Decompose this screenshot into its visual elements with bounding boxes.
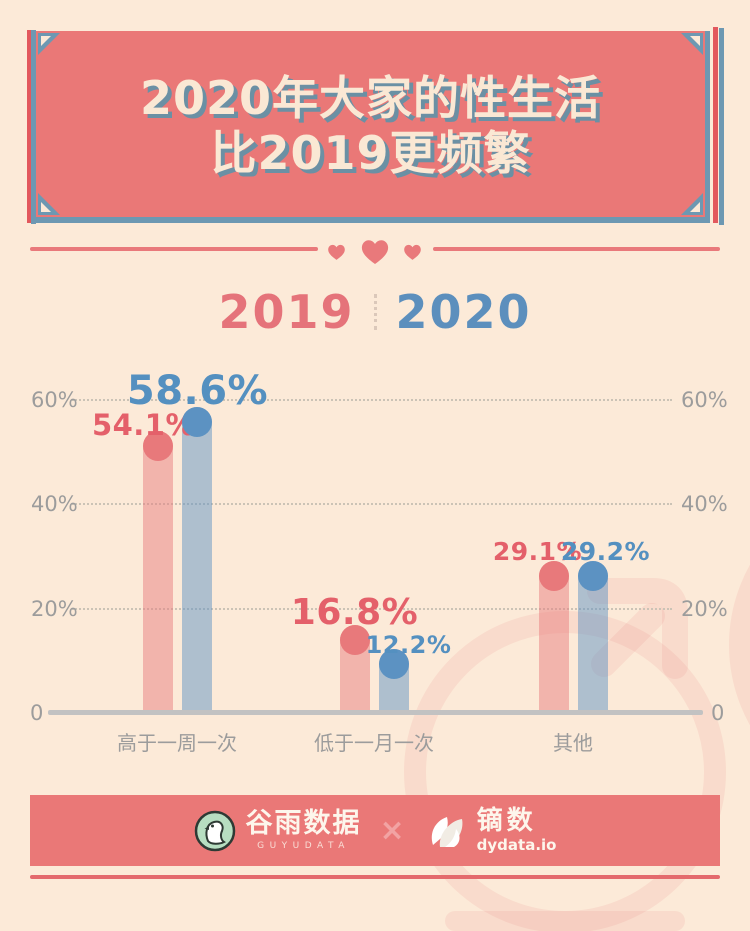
value-label-2019-cat2: 29.1% <box>492 537 583 566</box>
lollipop-dot-2020-cat0 <box>181 407 212 438</box>
heart-icon <box>361 240 389 264</box>
frame-stripe-left-red <box>27 30 31 223</box>
value-label-2020-cat2: 29.2% <box>560 537 651 566</box>
lollipop-dot-2020-cat2 <box>577 560 608 591</box>
title-line-2: 比2019更频繁 <box>210 126 531 180</box>
y-tick-left-20%: 20% <box>31 596 78 621</box>
page-title: 2020年大家的性生活 比2019更频繁 <box>36 71 705 181</box>
lollipop-dot-2019-cat0 <box>142 430 173 461</box>
lollipop-bar-2019-cat0 <box>142 430 173 713</box>
value-label-2019-cat0: 54.1% <box>91 408 196 442</box>
lollipop-dot-2019-cat2 <box>538 561 569 592</box>
heart-icon <box>328 244 345 260</box>
frame-stripe-left-blue <box>31 30 36 224</box>
x-axis-line <box>48 710 703 715</box>
lollipop-dot-2019-cat1 <box>339 625 370 656</box>
value-label-2020-cat1: 12.2% <box>365 631 452 659</box>
divider-line-left <box>30 247 318 251</box>
category-label-1: 低于一月一次 <box>314 731 434 755</box>
y-tick-left-60%: 60% <box>31 388 78 413</box>
title-line-1: 2020年大家的性生活 <box>139 71 602 125</box>
legend-2019: 2019 <box>218 285 355 339</box>
y-tick-left-0: 0 <box>30 701 44 725</box>
y-tick-right-60%: 60% <box>681 388 728 413</box>
title-banner: 2020年大家的性生活 比2019更频繁 <box>36 31 710 223</box>
dydata-brand: 镝数 dydata.io <box>425 805 557 854</box>
lollipop-dot-2020-cat1 <box>378 649 409 680</box>
legend-divider <box>373 294 377 330</box>
corner-ornament-icon <box>681 193 703 215</box>
frame-stripe-right-blue <box>719 28 724 225</box>
dydata-name: 镝数 <box>476 805 537 836</box>
guyudata-logo-icon <box>194 810 235 851</box>
y-tick-right-40%: 40% <box>681 492 728 517</box>
gridline-20% <box>72 607 672 610</box>
corner-ornament-icon <box>38 193 60 215</box>
corner-ornament-icon <box>38 33 60 55</box>
divider-line-right <box>433 247 720 251</box>
category-label-0: 高于一周一次 <box>117 731 237 755</box>
corner-ornament-icon <box>681 33 703 55</box>
y-tick-right-20%: 20% <box>681 596 728 621</box>
y-tick-left-40%: 40% <box>31 492 78 517</box>
gridline-60% <box>72 399 672 402</box>
gridline-40% <box>72 503 672 506</box>
dydata-logo-icon <box>431 816 463 847</box>
chart-legend: 2019 2020 <box>0 285 750 339</box>
guyudata-name: 谷雨数据 <box>245 808 362 839</box>
legend-2020: 2020 <box>395 285 532 339</box>
collab-x-icon: × <box>379 812 405 848</box>
y-tick-right-0: 0 <box>711 701 725 725</box>
footer-band: 谷雨数据 GUYUDATA × 镝数 dydata.io <box>30 795 720 866</box>
guyudata-subtitle: GUYUDATA <box>257 841 350 851</box>
value-label-2019-cat1: 16.8% <box>290 592 419 633</box>
guyudata-brand: 谷雨数据 GUYUDATA <box>194 810 362 852</box>
lollipop-bar-2020-cat0 <box>181 407 212 713</box>
frame-stripe-right-red <box>713 27 718 223</box>
category-label-2: 其他 <box>553 731 593 755</box>
heart-icon <box>404 244 421 260</box>
dydata-url: dydata.io <box>476 835 557 854</box>
value-label-2020-cat0: 58.6% <box>126 368 269 414</box>
footer-accent-line <box>30 875 720 879</box>
